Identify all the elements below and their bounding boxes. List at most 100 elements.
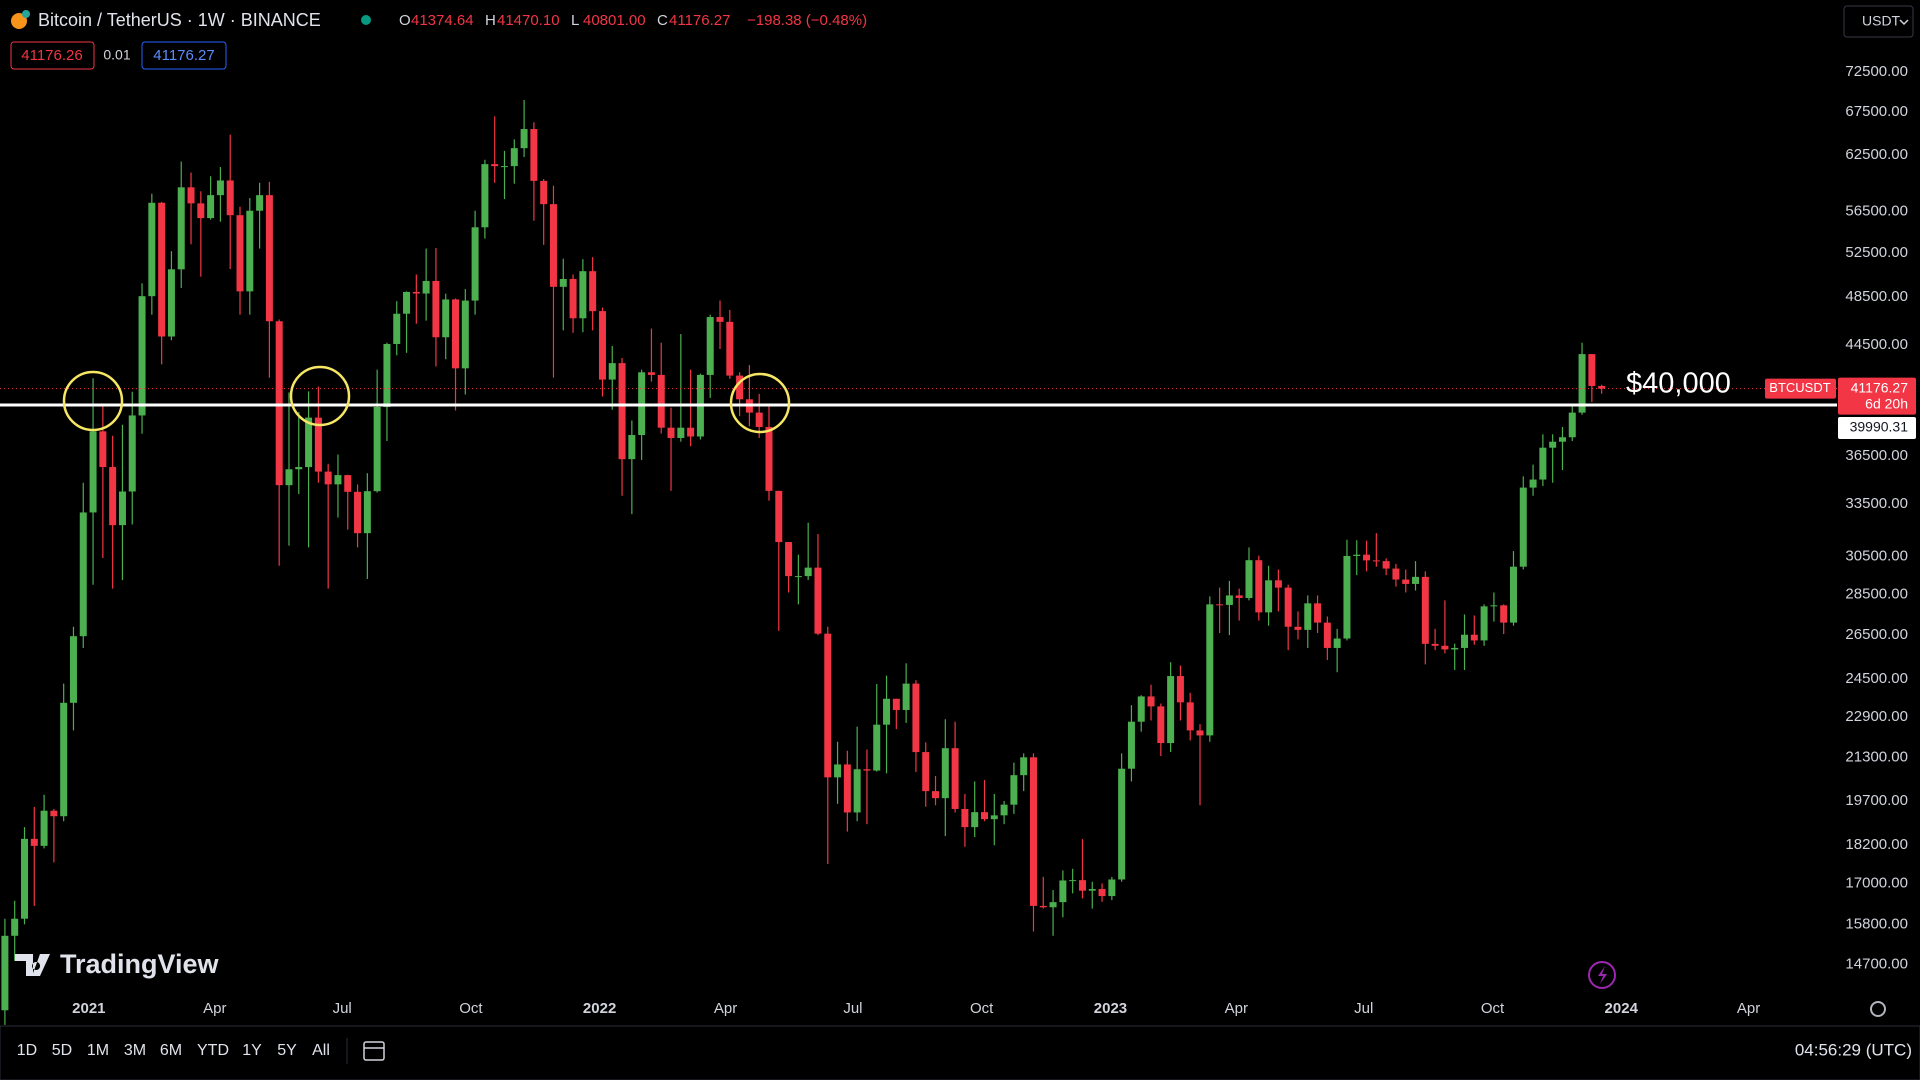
candle-body: [1235, 595, 1243, 598]
candle-body: [1147, 696, 1155, 707]
x-tick-label: Apr: [714, 1000, 737, 1017]
market-status: [361, 15, 371, 25]
y-tick-label: 48500.00: [1845, 288, 1908, 305]
range-button[interactable]: YTD: [197, 1042, 229, 1059]
candle-body: [226, 180, 234, 216]
candle-body: [265, 195, 273, 322]
change: −198.38 (−0.48%): [747, 12, 867, 29]
candle-body: [706, 317, 714, 375]
candle-body: [1539, 447, 1547, 480]
candle-body: [69, 636, 77, 703]
settings-icon[interactable]: [1870, 1001, 1886, 1017]
candle-body: [1598, 385, 1606, 389]
candle-body: [687, 427, 695, 437]
highlight-circle: [289, 365, 351, 427]
candle-body: [1020, 757, 1028, 776]
candle-body: [1402, 579, 1410, 584]
x-tick-label: Apr: [203, 1000, 226, 1017]
x-tick-label: Oct: [1481, 1000, 1505, 1017]
date-range-icon[interactable]: [363, 1041, 385, 1061]
candle-body: [20, 838, 28, 919]
alert-bolt: [1598, 966, 1607, 984]
candle-body: [30, 838, 38, 846]
bid-box[interactable]: [10, 41, 95, 70]
candle-body: [1343, 555, 1351, 639]
candle-body: [902, 683, 910, 710]
symbol-label: BTCUSDT: [1769, 380, 1830, 395]
ohlc-legend: O 41374.64 H 41470.10 L 40801.00 C 41176.27 −198…: [399, 12, 867, 29]
candle-body: [1578, 354, 1586, 413]
candle-body: [1431, 643, 1439, 646]
y-tick-label: 30500.00: [1845, 547, 1908, 564]
candle-body: [1196, 730, 1204, 736]
range-button[interactable]: 1D: [17, 1042, 37, 1059]
candle-body: [89, 431, 97, 513]
y-tick-label: 24500.00: [1845, 670, 1908, 687]
currency-dropdown[interactable]: [1843, 5, 1914, 38]
candle-body: [883, 698, 891, 725]
candle-body: [1500, 605, 1508, 623]
clock: 04:56:29 (UTC): [1795, 1040, 1912, 1059]
x-tick-label: Jul: [1354, 1000, 1373, 1017]
ohlc-letter: H: [485, 12, 496, 29]
range-button[interactable]: 5Y: [277, 1042, 297, 1059]
candle-body: [275, 321, 283, 486]
candle-body: [1333, 638, 1341, 648]
candle-body: [1157, 706, 1165, 744]
range-buttons: 1D 5D 1M 3M 6M YTD 1Y 5Y All: [17, 1042, 330, 1059]
ohlc-value: 41176.27: [669, 12, 730, 29]
range-button[interactable]: All: [312, 1042, 330, 1059]
candle-body: [177, 187, 185, 270]
candle-body: [452, 299, 460, 369]
candle-body: [1137, 696, 1145, 722]
candle-body: [1245, 560, 1253, 598]
candle-body: [1088, 889, 1096, 891]
y-tick-label: 22900.00: [1845, 708, 1908, 725]
y-tick-label: 72500.00: [1845, 63, 1908, 80]
range-button[interactable]: 5D: [52, 1042, 72, 1059]
candle-body: [559, 278, 567, 287]
candle-body: [500, 166, 508, 168]
candle-body: [990, 815, 998, 820]
candle-body: [628, 435, 636, 460]
candle-body: [941, 748, 949, 799]
candle-body: [1529, 479, 1537, 488]
candle-body: [40, 810, 48, 846]
range-button[interactable]: 6M: [160, 1042, 182, 1059]
y-tick-label: 17000.00: [1845, 874, 1908, 891]
candle-body: [1127, 721, 1135, 769]
candle-body: [736, 375, 744, 400]
candle-body: [295, 467, 303, 470]
range-button[interactable]: 1Y: [242, 1042, 262, 1059]
candle-body: [922, 752, 930, 792]
coin-badge: [22, 10, 30, 18]
candle-body: [118, 491, 126, 526]
candle-body: [961, 808, 969, 828]
candle-body: [128, 415, 136, 492]
candle-body: [197, 203, 205, 219]
candle-body: [1206, 604, 1214, 736]
x-tick-label: 2024: [1605, 1000, 1639, 1017]
candle-body: [765, 426, 773, 491]
candle-body: [1421, 576, 1429, 644]
candle-body: [422, 280, 430, 294]
range-button[interactable]: 1M: [87, 1042, 109, 1059]
x-tick-label: Jul: [843, 1000, 862, 1017]
y-tick-label: 33500.00: [1845, 495, 1908, 512]
candle-body: [1, 935, 9, 1011]
line-annotation: $40,000: [1626, 368, 1731, 400]
alert-icon[interactable]: [1588, 961, 1616, 989]
candle-body: [1588, 354, 1596, 386]
ohlc-value: 41470.10: [497, 12, 560, 29]
range-button[interactable]: 3M: [124, 1042, 146, 1059]
candle-body: [1118, 768, 1126, 880]
candle-body: [589, 271, 597, 312]
candle-body: [726, 321, 734, 376]
y-tick-label: 19700.00: [1845, 792, 1908, 809]
x-tick-label: Oct: [970, 1000, 994, 1017]
candle-body: [932, 791, 940, 799]
ask-box[interactable]: [141, 41, 227, 70]
candle-body: [657, 374, 665, 428]
candle-body: [1480, 606, 1488, 641]
ohlc-letter: L: [571, 12, 579, 29]
